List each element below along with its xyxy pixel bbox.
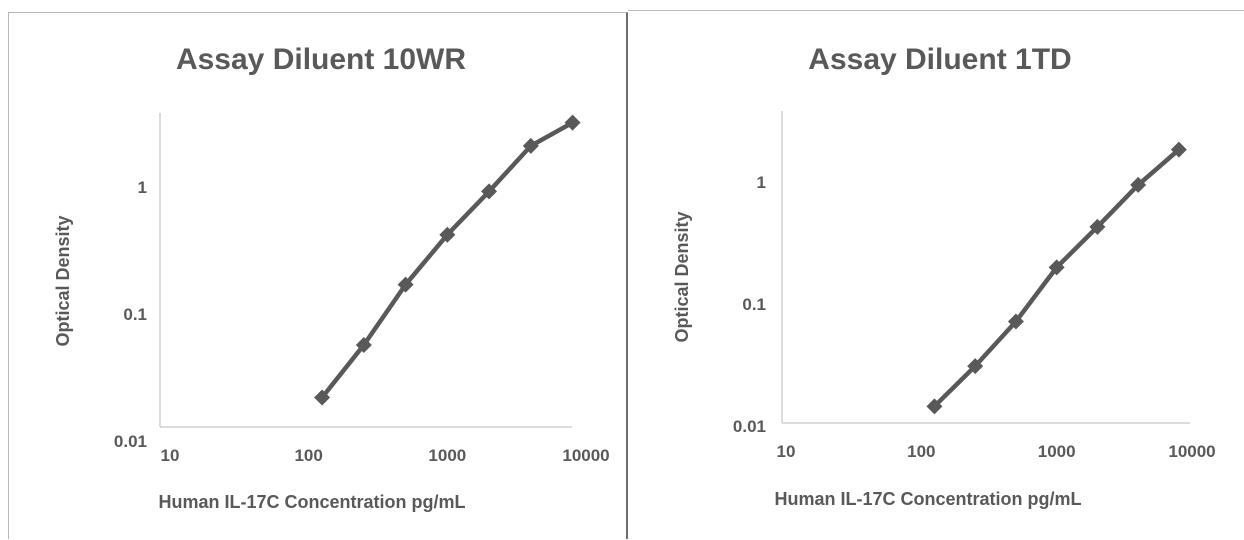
y-axis-label: Optical Density <box>672 211 692 342</box>
x-tick-label: 10 <box>777 442 796 461</box>
y-tick-label: 0.1 <box>742 295 766 314</box>
chart-10wr: Assay Diluent 10WR Optical Density Human… <box>53 43 610 512</box>
chart-1td: Assay Diluent 1TD Optical Density Human … <box>672 43 1216 509</box>
x-tick-label: 1000 <box>428 446 466 465</box>
y-tick-label: 1 <box>757 173 766 192</box>
chart-panel-10wr: Assay Diluent 10WR Optical Density Human… <box>8 12 628 539</box>
y-tick-label: 1 <box>138 178 147 197</box>
data-point-marker <box>926 398 943 415</box>
x-tick-label: 1000 <box>1038 442 1076 461</box>
data-point-marker <box>314 389 331 406</box>
y-tick-label: 0.1 <box>123 305 147 324</box>
data-point-marker <box>1007 313 1024 330</box>
x-axis-label: Human IL-17C Concentration pg/mL <box>774 489 1081 509</box>
x-tick-label: 100 <box>907 442 935 461</box>
chart-title: Assay Diluent 1TD <box>808 43 1071 76</box>
data-point-marker <box>1170 141 1187 158</box>
series-line <box>319 120 575 400</box>
data-point-marker <box>967 358 984 375</box>
x-tick-label: 10000 <box>1168 442 1215 461</box>
chart-title: Assay Diluent 10WR <box>176 43 466 76</box>
y-tick-label: 0.01 <box>733 417 766 436</box>
x-tick-label: 10000 <box>562 446 609 465</box>
data-point-marker <box>564 114 581 131</box>
y-tick-label: 0.01 <box>114 432 147 451</box>
x-tick-label: 10 <box>161 446 180 465</box>
x-tick-label: 100 <box>294 446 322 465</box>
data-point-marker <box>355 336 372 353</box>
data-point-marker <box>397 276 414 293</box>
x-axis-label: Human IL-17C Concentration pg/mL <box>158 492 465 512</box>
chart-panel-1td: Assay Diluent 1TD Optical Density Human … <box>628 10 1244 539</box>
y-axis-label: Optical Density <box>53 215 73 346</box>
data-point-marker <box>439 226 456 243</box>
data-point-marker <box>522 137 539 154</box>
data-point-marker <box>1048 259 1065 276</box>
data-point-marker <box>1089 218 1106 235</box>
data-point-marker <box>1130 176 1147 193</box>
data-point-marker <box>481 183 498 200</box>
